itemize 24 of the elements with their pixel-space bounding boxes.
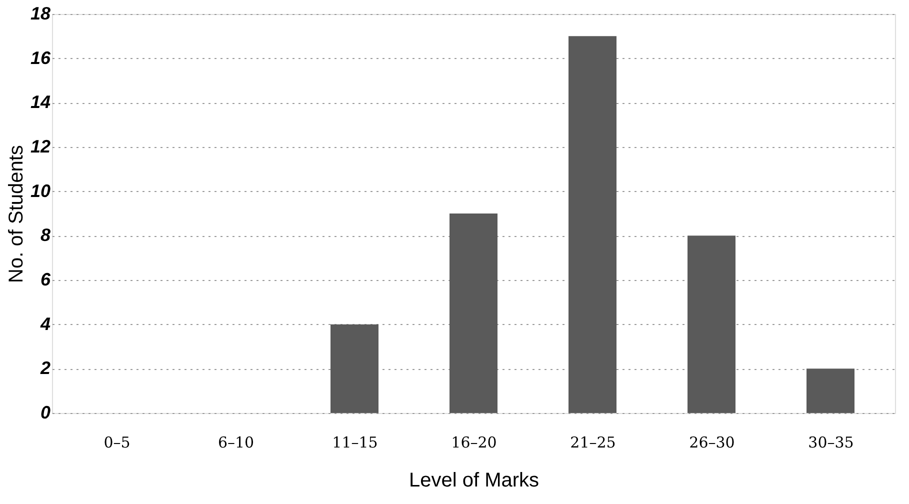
bar: [688, 236, 736, 413]
y-tick-label: 2: [39, 358, 50, 378]
x-tick-label: 21–25: [570, 434, 616, 452]
x-tick-label: 11–15: [332, 434, 378, 452]
x-tick-label: 0–5: [104, 434, 130, 452]
x-tick-label: 30–35: [808, 434, 854, 452]
y-tick-label: 0: [40, 402, 50, 422]
y-tick-label: 6: [40, 270, 52, 290]
bar: [806, 368, 854, 413]
x-tick-label: 6–10: [218, 434, 254, 452]
y-tick-label: 4: [39, 314, 50, 334]
y-tick-label: 12: [30, 136, 50, 156]
y-tick-label: 16: [30, 48, 52, 68]
bar: [568, 36, 616, 413]
y-tick-label: 8: [40, 225, 50, 246]
x-tick-label: 16–20: [451, 434, 497, 452]
y-tick-label: 10: [30, 180, 50, 201]
x-axis-title: Level of Marks: [408, 470, 540, 492]
bar: [330, 324, 378, 413]
y-tick-label: 14: [30, 92, 50, 112]
y-axis-title: No. of Students: [5, 145, 28, 283]
x-tick-label: 26–30: [689, 434, 735, 452]
bar: [450, 214, 498, 413]
y-tick-label: 18: [30, 4, 50, 24]
